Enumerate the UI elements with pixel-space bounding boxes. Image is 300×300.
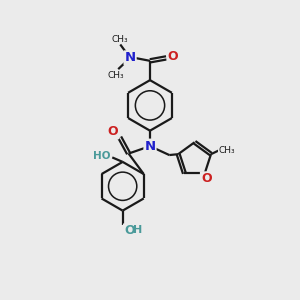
Text: O: O [108, 125, 118, 138]
Text: N: N [144, 140, 156, 153]
Text: O: O [201, 172, 211, 185]
Text: O: O [124, 224, 134, 237]
Text: CH₃: CH₃ [218, 146, 235, 154]
Text: N: N [124, 51, 136, 64]
Text: O: O [168, 50, 178, 63]
Text: CH₃: CH₃ [112, 34, 129, 43]
Text: CH₃: CH₃ [107, 70, 124, 80]
Text: HO: HO [93, 151, 111, 161]
Text: H: H [134, 225, 143, 235]
